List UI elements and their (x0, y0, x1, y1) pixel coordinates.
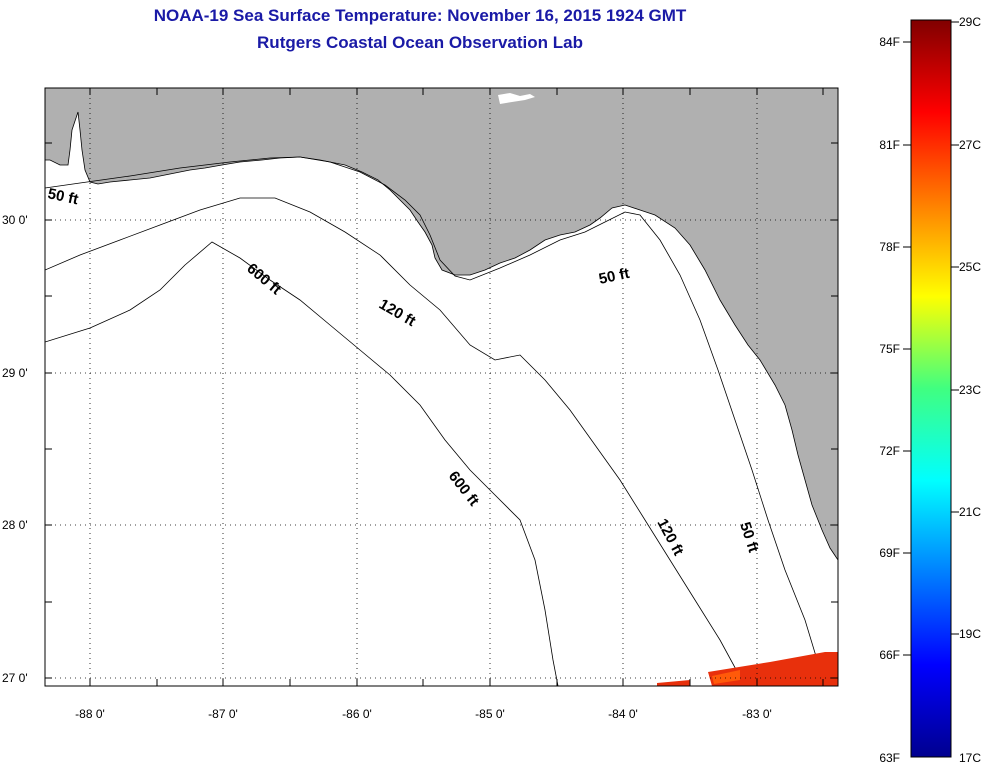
colorbar-f-label: 81F (879, 138, 900, 152)
colorbar-c-label: 19C (959, 627, 981, 641)
colorbar-ticks (903, 21, 959, 656)
colorbar-c-label: 25C (959, 260, 981, 274)
colorbar-f-label: 75F (879, 342, 900, 356)
land-mass (45, 88, 838, 561)
map-ticks (45, 88, 838, 686)
contour-label: 50 ft (46, 185, 80, 208)
colorbar-c-label: 29C (959, 15, 981, 29)
lat-label: 29 0' (2, 366, 28, 380)
colorbar-f-label: 84F (879, 35, 900, 49)
sst-data-patch-small (657, 680, 690, 686)
lat-label: 28 0' (2, 518, 28, 532)
colorbar-c-label: 27C (959, 138, 981, 152)
lon-label: -83 0' (742, 707, 772, 721)
inland-lake (498, 93, 535, 104)
lon-label: -86 0' (342, 707, 372, 721)
chart-title: NOAA-19 Sea Surface Temperature: Novembe… (153, 6, 687, 25)
contour-50ft (45, 156, 826, 686)
colorbar-c-label: 21C (959, 505, 981, 519)
map-border (44, 87, 839, 687)
lon-label: -87 0' (208, 707, 238, 721)
contour-120ft (45, 197, 746, 686)
contour-600ft (45, 241, 559, 686)
sst-data-warm (712, 670, 740, 684)
colorbar-c-label: 23C (959, 383, 981, 397)
graticule (45, 88, 838, 686)
colorbar-f-label: 69F (879, 546, 900, 560)
lat-label: 30 0' (2, 213, 28, 227)
contour-label: 50 ft (597, 265, 631, 288)
lon-label: -85 0' (475, 707, 505, 721)
colorbar (910, 19, 952, 758)
lon-label: -88 0' (75, 707, 105, 721)
colorbar-f-label: 72F (879, 444, 900, 458)
chart-subtitle: Rutgers Coastal Ocean Observation Lab (257, 33, 583, 52)
colorbar-c-label: 17C (959, 751, 981, 765)
lon-label: -84 0' (608, 707, 638, 721)
sst-data-patch (708, 652, 838, 686)
colorbar-f-label: 66F (879, 648, 900, 662)
colorbar-f-label: 63F (879, 751, 900, 765)
lat-label: 27 0' (2, 671, 28, 685)
colorbar-f-label: 78F (879, 240, 900, 254)
